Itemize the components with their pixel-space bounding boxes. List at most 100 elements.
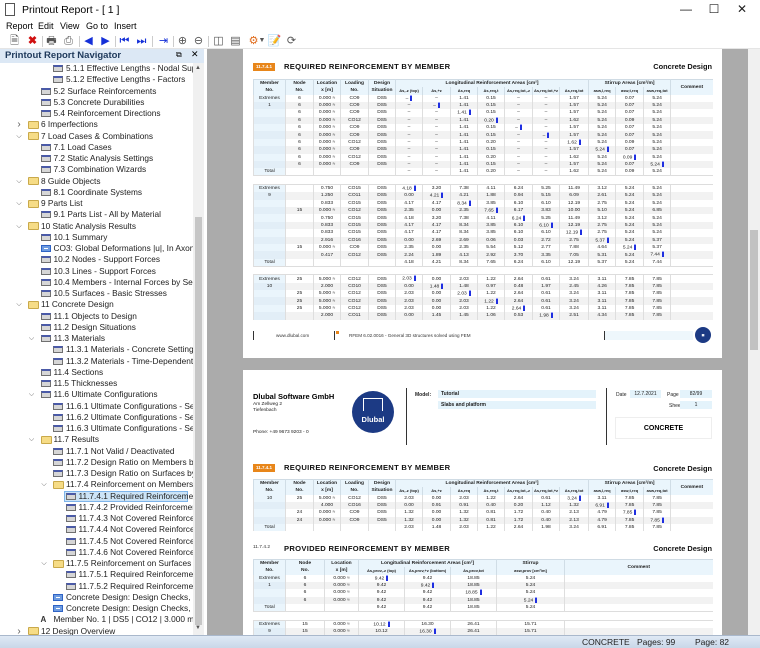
header-settings-icon[interactable]: ▤ [230,35,241,47]
tree-item[interactable]: 8.1 Coordinate Systems [0,187,193,198]
tree-item[interactable]: 11.7.1 Not Valid / Deactivated [0,446,193,457]
tree-item[interactable]: 11.7.4.1 Required Reinforcement ... [0,490,193,502]
close-panel-icon[interactable]: ✕ [191,49,199,59]
tree-item[interactable]: 11.7.4.4 Not Covered Reinforcem... [0,524,193,535]
menu-edit[interactable]: Edit [38,21,54,31]
refresh-icon[interactable]: ⟳ [286,35,297,47]
tree-item[interactable]: ⌵ 7 Load Cases & Combinations [0,131,193,142]
zoom-in-icon[interactable]: ⊕ [177,35,188,47]
chevron-down-icon[interactable]: ⌵ [16,132,22,140]
go-to-page-icon[interactable]: ⇥ [158,35,169,47]
chevron-down-icon[interactable]: ⌵ [28,391,35,399]
tree-item[interactable]: 5.2 Surface Reinforcements [0,86,193,97]
delete-report-icon[interactable]: ✖ [27,35,38,47]
tree-item[interactable]: 10.2 Nodes - Support Forces [0,254,193,265]
tree-item[interactable]: › 12 Design Overview [0,625,193,636]
report-settings-icon[interactable]: ⚙ [248,35,259,47]
tree-item[interactable]: 11.5 Thicknesses [0,378,193,389]
page-setup-icon[interactable]: ◫ [213,35,224,47]
print-options-icon[interactable]: ⎙ [64,35,73,47]
tree-item[interactable]: 7.1 Load Cases [0,142,193,153]
tree-item[interactable]: 10.3 Lines - Support Forces [0,266,193,277]
chevron-down-icon[interactable]: ⌵ [28,436,35,444]
edit-icon[interactable]: 📝 [267,35,282,47]
tree-item[interactable]: 11.6.1 Ultimate Configurations - Settin.… [0,401,193,412]
tree-item[interactable]: 5.4 Reinforcement Directions [0,108,193,119]
tree-item[interactable]: 11.6.2 Ultimate Configurations - Settin.… [0,412,193,423]
tree-item[interactable]: Concrete Design: Design Checks, as,req..… [0,592,193,603]
tree-item[interactable]: 7.2 Static Analysis Settings [0,153,193,164]
tree-item[interactable]: 11.2 Design Situations [0,322,193,333]
tree-item[interactable]: 5.3 Concrete Durabilities [0,97,193,108]
tree-item[interactable]: Concrete Design: Design Checks, Reinf... [0,603,193,614]
new-report-icon[interactable]: 🗎 [10,35,19,47]
float-panel-icon[interactable]: ⧉ [176,50,182,59]
menu-report[interactable]: Report [6,21,34,31]
tree-item[interactable]: ⌵ 11 Concrete Design [0,299,193,310]
tree-item[interactable]: 11.7.3 Design Ratio on Surfaces by Su... [0,468,193,479]
tree-item[interactable]: 5.1.2 Effective Lengths - Factors [0,74,193,85]
tree-item[interactable]: ⌵ 9 Parts List [0,198,193,209]
first-page-icon[interactable]: ⏮ [119,35,130,47]
previous-page-icon[interactable]: ◀ [84,35,93,47]
last-page-icon[interactable]: ⏭ [136,35,147,47]
table-cell: 0.00 [395,501,423,510]
tree-item[interactable]: ⌵ 11.7.5 Reinforcement on Surfaces [0,558,193,569]
tree-item[interactable]: 7.3 Combination Wizards [0,164,193,175]
minimize-button[interactable]: — [680,2,692,16]
menu-view[interactable]: View [60,21,80,31]
chevron-right-icon[interactable]: › [17,625,21,636]
maximize-button[interactable]: ☐ [708,2,720,16]
table-cell: 24 [285,509,314,517]
tree-item[interactable]: › 6 Imperfections [0,119,193,130]
next-page-icon[interactable]: ▶ [101,35,110,47]
tree-item[interactable]: CO3: Global Deformations |u|, In Axonome… [0,243,193,254]
tree-item[interactable]: 10.5 Surfaces - Basic Stresses [0,288,193,299]
tree-item[interactable]: 11.7.4.6 Not Covered Reinforcem... [0,547,193,558]
tree-item[interactable]: ⌵ 8 Guide Objects [0,176,193,187]
menu-insert[interactable]: Insert [114,21,137,31]
tree-item[interactable]: 11.7.4.3 Not Covered Reinforcem... [0,513,193,524]
tree-item[interactable]: 11.1 Objects to Design [0,311,193,322]
chevron-down-icon[interactable]: ⌵ [16,177,22,185]
scroll-down-icon[interactable]: ▼ [195,625,201,631]
zoom-out-icon[interactable]: ⊖ [193,35,204,47]
section-number: 11.7.4.1 [253,464,276,472]
navigator-scroll-thumb[interactable] [195,217,202,625]
tree-item[interactable]: 11.6.3 Ultimate Configurations - Settin.… [0,423,193,434]
scroll-up-icon[interactable]: ▲ [195,65,201,71]
tree-item[interactable]: 9.1 Parts List - All by Material [0,209,193,220]
tree-item[interactable]: 11.3.2 Materials - Time-Dependent Pro... [0,356,193,367]
chevron-right-icon[interactable]: › [17,119,21,131]
tree-item[interactable]: 11.7.2 Design Ratio on Members by Me... [0,457,193,468]
chevron-down-icon[interactable]: ⌵ [16,200,22,207]
tree-item[interactable]: 10.4 Members - Internal Forces by Sectio… [0,277,193,288]
tree-item[interactable]: 10.1 Summary [0,232,193,243]
cell-value: 4.17 [431,230,442,236]
tree-item[interactable]: ⌵ 10 Static Analysis Results [0,221,193,232]
tree-item[interactable]: 11.7.5.1 Required Reinforcement ... [0,569,193,580]
chevron-down-icon[interactable]: ⌵ [16,301,22,309]
chevron-down-icon[interactable]: ⌵ [41,481,47,489]
chevron-down-icon[interactable]: ⌵ [16,222,22,230]
cell-value: 0.00 [404,237,414,243]
tree-item[interactable]: 11.3.1 Materials - Concrete Settings [0,344,193,355]
tree-item[interactable]: 11.4 Sections [0,367,193,378]
tree-item[interactable]: 11.7.4.2 Provided Reinforcement ... [0,502,193,513]
preview-scroll-thumb[interactable] [750,230,758,350]
chevron-down-icon[interactable]: ⌵ [28,335,35,342]
tree-item[interactable]: ⌵ 11.7 Results [0,434,193,445]
tree-item[interactable]: ⌵ 11.6 Ultimate Configurations [0,389,193,400]
chevron-down-icon[interactable]: ⌵ [41,560,47,567]
tree-item[interactable]: 5.1.1 Effective Lengths - Nodal Supports [0,63,193,74]
menu-go-to[interactable]: Go to [86,21,109,31]
table-cell: 5.24 [643,161,671,169]
tree-item[interactable]: ⌵ 11.3 Materials [0,333,193,344]
print-icon[interactable]: 🖶 [46,35,57,47]
tree-item[interactable]: A Member No. 1 | DS5 | CO12 | 3.000 m | U… [0,614,194,625]
tree-item[interactable]: 11.7.4.5 Not Covered Reinforcem... [0,536,193,547]
tree-item[interactable]: 11.7.5.2 Required Reinforcement ... [0,581,193,592]
close-window-button[interactable]: ✕ [736,2,748,16]
chevron-down-icon[interactable]: ▼ [258,37,266,44]
tree-item[interactable]: ⌵ 11.7.4 Reinforcement on Members [0,479,193,490]
